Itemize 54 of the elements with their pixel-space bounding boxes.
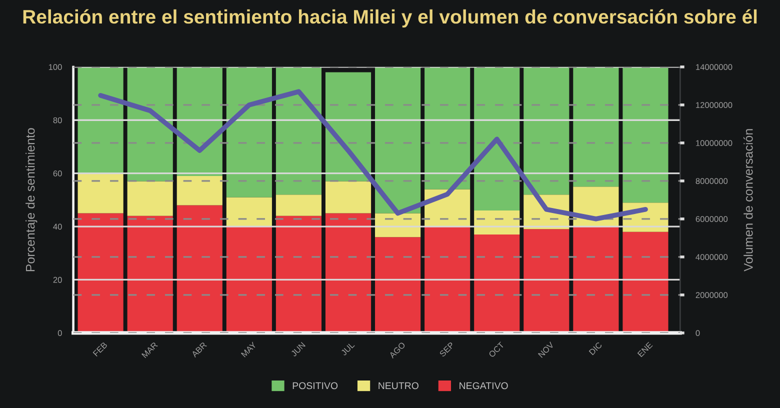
y-tick-label: 40	[53, 224, 62, 230]
y2-tick-label: 2000000	[696, 292, 728, 298]
bar	[127, 216, 173, 333]
bar	[424, 66, 470, 190]
y2-axis-title: Volumen de conversación	[743, 129, 753, 272]
bar	[622, 232, 668, 333]
y-tick-label: 60	[53, 170, 62, 176]
bar	[226, 226, 272, 333]
bar	[474, 66, 520, 211]
y-tick-label: 0	[58, 330, 62, 336]
bar	[127, 66, 173, 182]
y-tick-label: 100	[48, 64, 62, 70]
y2-tick-label: 14000000	[696, 64, 732, 70]
bar	[176, 205, 222, 333]
y2-tick-label: 8000000	[696, 178, 728, 184]
y-tick-label: 80	[53, 117, 62, 124]
bar	[176, 66, 222, 176]
legend-label: POSITIVO	[292, 382, 338, 390]
y2-tick-label: 0	[696, 330, 700, 336]
legend-label: NEUTRO	[378, 382, 418, 390]
x-tick-label: JUL	[340, 342, 355, 356]
bar	[78, 66, 124, 174]
bar	[375, 66, 421, 214]
bar	[276, 66, 322, 195]
bar	[424, 226, 470, 333]
bar	[127, 181, 173, 216]
bar	[573, 226, 619, 333]
bar	[78, 213, 124, 333]
x-tick-label: SEP	[439, 342, 454, 358]
bar	[325, 181, 372, 214]
bar	[226, 66, 272, 198]
chart-title: Relación entre el sentimiento hacia Milei y el volumen de conversación sobre él	[23, 9, 757, 28]
y2-tick-label: 6000000	[696, 216, 728, 222]
bar	[226, 197, 272, 227]
y2-tick-label: 4000000	[696, 254, 728, 260]
legend-label: NEGATIVO	[460, 382, 508, 390]
bar	[573, 66, 619, 187]
x-tick-label: DIC	[588, 342, 602, 356]
bar	[176, 176, 222, 206]
bar	[276, 194, 322, 216]
y-axis-title: Porcentaje de sentimiento	[26, 128, 38, 272]
bar	[78, 173, 124, 214]
y2-tick-label: 10000000	[696, 140, 732, 146]
bar	[622, 66, 668, 203]
bar	[325, 213, 372, 333]
bar	[375, 237, 421, 333]
bar	[524, 229, 570, 333]
y2-tick-label: 12000000	[696, 102, 732, 108]
line-series	[98, 89, 648, 222]
bar	[474, 234, 520, 333]
bar	[524, 66, 570, 195]
y-tick-label: 20	[53, 276, 62, 283]
bar	[276, 216, 322, 333]
x-tick-label: FEB	[92, 342, 108, 357]
